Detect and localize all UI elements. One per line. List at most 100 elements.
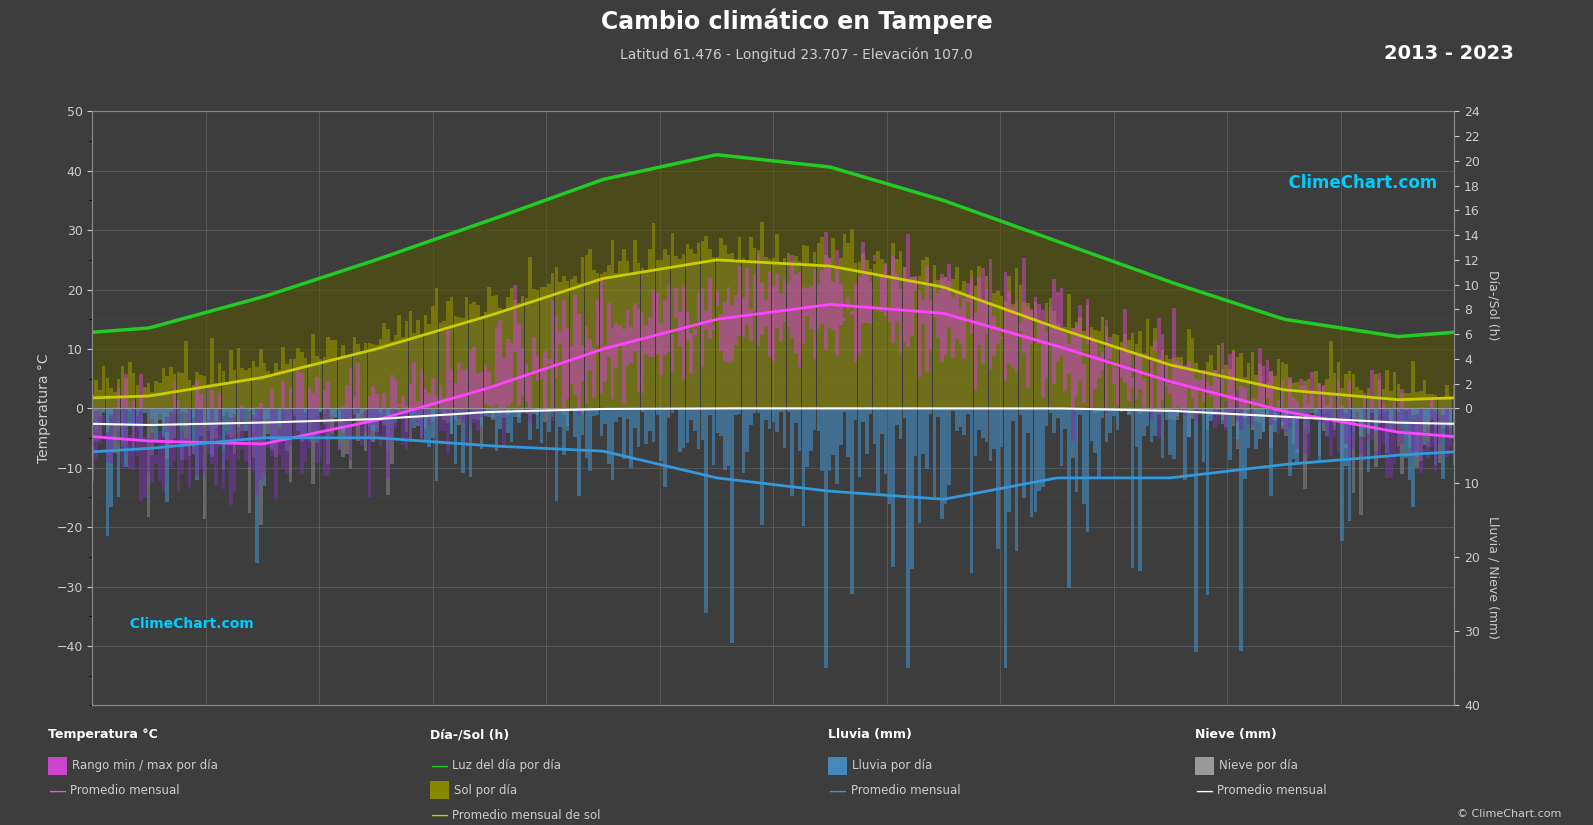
Bar bbox=[1284, 408, 1287, 436]
Bar bbox=[626, 261, 629, 408]
Bar bbox=[1281, 362, 1284, 408]
Bar bbox=[1206, 382, 1209, 392]
Bar bbox=[1018, 408, 1023, 415]
Bar bbox=[521, 408, 524, 413]
Bar bbox=[1392, 371, 1397, 408]
Bar bbox=[996, 291, 1000, 408]
Bar bbox=[1157, 408, 1161, 437]
Bar bbox=[862, 408, 865, 422]
Bar bbox=[1179, 408, 1184, 410]
Bar bbox=[1243, 408, 1247, 418]
Bar bbox=[1000, 408, 1004, 446]
Bar bbox=[1023, 408, 1026, 497]
Bar bbox=[158, 408, 161, 421]
Bar bbox=[386, 417, 390, 479]
Text: Luz del día por día: Luz del día por día bbox=[452, 759, 561, 772]
Bar bbox=[1075, 322, 1078, 408]
Bar bbox=[940, 274, 943, 362]
Bar bbox=[116, 388, 121, 408]
Bar bbox=[652, 224, 655, 408]
Bar bbox=[409, 311, 413, 408]
Bar bbox=[577, 314, 580, 408]
Bar bbox=[454, 316, 457, 408]
Bar bbox=[296, 408, 299, 438]
Bar bbox=[1423, 408, 1426, 445]
Bar bbox=[846, 243, 851, 408]
Bar bbox=[507, 408, 510, 433]
Bar bbox=[285, 408, 288, 451]
Bar bbox=[868, 408, 873, 414]
Text: —: — bbox=[430, 757, 448, 775]
Bar bbox=[1453, 432, 1456, 441]
Bar bbox=[315, 378, 319, 408]
Bar bbox=[1411, 420, 1415, 455]
Bar bbox=[1258, 408, 1262, 423]
Bar bbox=[1104, 408, 1109, 442]
Bar bbox=[266, 408, 271, 419]
Bar bbox=[233, 417, 236, 492]
Text: —: — bbox=[828, 781, 846, 799]
Bar bbox=[393, 408, 397, 422]
Bar bbox=[513, 300, 518, 408]
Bar bbox=[959, 290, 962, 408]
Bar bbox=[413, 408, 416, 412]
Bar bbox=[546, 285, 551, 408]
Bar bbox=[155, 455, 158, 464]
Bar bbox=[413, 332, 416, 408]
Bar bbox=[386, 408, 390, 495]
Bar bbox=[768, 408, 771, 429]
Bar bbox=[1378, 408, 1381, 424]
Bar bbox=[363, 408, 368, 410]
Bar bbox=[543, 408, 546, 412]
Bar bbox=[499, 408, 502, 409]
Bar bbox=[599, 408, 604, 436]
Bar bbox=[390, 408, 393, 441]
Bar bbox=[393, 408, 397, 428]
Bar bbox=[1375, 408, 1378, 431]
Bar bbox=[518, 408, 521, 422]
Bar bbox=[981, 300, 984, 408]
Bar bbox=[793, 256, 798, 408]
Bar bbox=[926, 265, 929, 372]
Bar bbox=[91, 424, 94, 446]
Bar bbox=[1292, 408, 1295, 418]
Bar bbox=[266, 441, 271, 448]
Bar bbox=[196, 372, 199, 408]
Bar bbox=[712, 325, 715, 330]
Bar bbox=[349, 355, 352, 408]
Bar bbox=[393, 335, 397, 408]
Bar bbox=[546, 408, 551, 410]
Bar bbox=[588, 408, 593, 471]
Bar bbox=[416, 408, 419, 426]
Bar bbox=[443, 408, 446, 431]
Bar bbox=[790, 408, 793, 496]
Bar bbox=[476, 408, 479, 420]
Bar bbox=[1153, 408, 1157, 410]
Bar bbox=[1214, 408, 1217, 415]
Bar bbox=[854, 284, 857, 362]
Bar bbox=[174, 408, 177, 461]
Bar bbox=[1400, 393, 1403, 408]
Bar bbox=[110, 408, 113, 414]
Bar bbox=[1337, 381, 1340, 408]
Bar bbox=[113, 408, 116, 453]
Bar bbox=[546, 359, 551, 364]
Bar bbox=[252, 408, 255, 457]
Bar bbox=[495, 327, 499, 403]
Bar bbox=[457, 317, 460, 408]
Bar bbox=[532, 408, 535, 414]
Bar bbox=[427, 394, 432, 408]
Bar bbox=[820, 270, 824, 324]
Bar bbox=[1292, 408, 1295, 460]
Bar bbox=[640, 312, 644, 393]
Bar bbox=[1381, 408, 1384, 413]
Bar bbox=[926, 408, 929, 469]
Bar bbox=[1112, 408, 1115, 411]
Bar bbox=[484, 313, 487, 408]
Bar bbox=[110, 389, 113, 408]
Bar bbox=[1445, 408, 1448, 457]
Bar bbox=[213, 421, 218, 486]
Bar bbox=[457, 408, 460, 419]
Bar bbox=[127, 408, 132, 412]
Bar bbox=[652, 289, 655, 357]
